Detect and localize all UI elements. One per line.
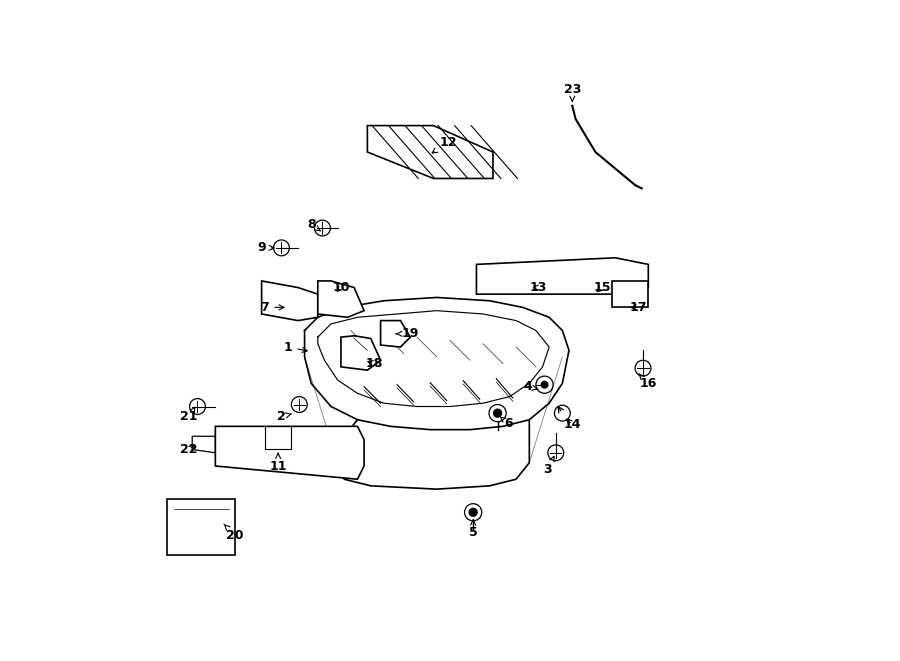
Text: 5: 5 bbox=[469, 520, 478, 539]
Circle shape bbox=[469, 508, 477, 516]
Text: 3: 3 bbox=[544, 456, 554, 476]
Polygon shape bbox=[167, 499, 235, 555]
Text: 16: 16 bbox=[639, 374, 657, 390]
Polygon shape bbox=[367, 126, 493, 178]
Text: 6: 6 bbox=[500, 416, 512, 430]
Text: 11: 11 bbox=[269, 453, 287, 473]
Polygon shape bbox=[341, 336, 381, 370]
Text: 21: 21 bbox=[180, 407, 198, 423]
Polygon shape bbox=[476, 258, 648, 294]
Polygon shape bbox=[262, 281, 318, 321]
Polygon shape bbox=[318, 281, 364, 317]
Text: 7: 7 bbox=[260, 301, 284, 314]
Text: 22: 22 bbox=[180, 443, 198, 456]
Text: 4: 4 bbox=[524, 380, 538, 393]
Text: 17: 17 bbox=[630, 301, 647, 314]
Text: 18: 18 bbox=[365, 357, 382, 370]
Text: 1: 1 bbox=[284, 340, 307, 354]
Polygon shape bbox=[193, 436, 215, 453]
Circle shape bbox=[493, 409, 501, 417]
Circle shape bbox=[541, 381, 548, 388]
Polygon shape bbox=[381, 321, 410, 347]
Text: 20: 20 bbox=[224, 524, 244, 542]
Text: 15: 15 bbox=[593, 281, 611, 294]
Text: 10: 10 bbox=[332, 281, 350, 294]
Text: 23: 23 bbox=[563, 83, 581, 102]
Text: 2: 2 bbox=[277, 410, 292, 423]
Text: 14: 14 bbox=[563, 418, 581, 431]
Polygon shape bbox=[612, 281, 648, 307]
Text: 12: 12 bbox=[432, 136, 457, 153]
Text: 9: 9 bbox=[257, 241, 274, 254]
Text: 19: 19 bbox=[396, 327, 419, 340]
Polygon shape bbox=[215, 426, 364, 479]
Text: 13: 13 bbox=[529, 281, 546, 294]
Text: 8: 8 bbox=[307, 218, 320, 231]
